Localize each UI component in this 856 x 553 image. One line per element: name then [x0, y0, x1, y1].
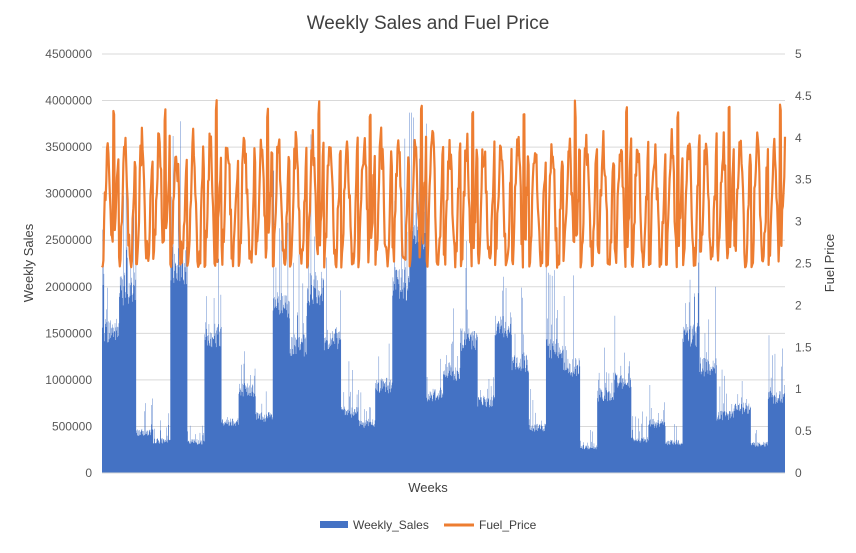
y-left-tick-label: 3000000 [45, 187, 92, 201]
y-right-tick-label: 4 [795, 131, 802, 145]
y-left-tick-label: 2500000 [45, 233, 92, 247]
weekly-sales-bar-series [102, 112, 785, 473]
weekly-sales-bars [102, 112, 785, 473]
y-right-tick-label: 5 [795, 47, 802, 61]
y-left-tick-label: 1000000 [45, 373, 92, 387]
y-right-tick-label: 3 [795, 215, 802, 229]
y-right-tick-label: 1.5 [795, 340, 812, 354]
y-axis-left-ticks: 0 500000 1000000 1500000 2000000 2500000 30000… [45, 47, 92, 480]
y-axis-right-ticks: 0 0.5 1 1.5 2 2.5 3 3.5 4 4.5 5 [795, 47, 812, 480]
y-axis-right-label: Fuel Price [822, 234, 837, 293]
y-right-tick-label: 2 [795, 298, 802, 312]
y-left-tick-label: 4500000 [45, 47, 92, 61]
y-right-tick-label: 1 [795, 382, 802, 396]
legend-swatch-weekly-sales [320, 521, 348, 528]
y-right-tick-label: 0.5 [795, 424, 812, 438]
y-left-tick-label: 4000000 [45, 94, 92, 108]
y-left-tick-label: 1500000 [45, 326, 92, 340]
x-axis-label: Weeks [408, 480, 448, 495]
fuel-price-line-layer [101, 99, 787, 269]
y-right-tick-label: 0 [795, 466, 802, 480]
y-right-tick-label: 2.5 [795, 257, 812, 271]
y-left-tick-label: 0 [85, 466, 92, 480]
y-left-tick-label: 3500000 [45, 140, 92, 154]
chart-title: Weekly Sales and Fuel Price [307, 13, 550, 34]
y-right-tick-label: 4.5 [795, 89, 812, 103]
y-axis-left-label: Weekly Sales [21, 223, 36, 302]
y-left-tick-label: 2000000 [45, 280, 92, 294]
legend: Weekly_Sales Fuel_Price [320, 518, 537, 532]
y-left-tick-label: 500000 [52, 419, 92, 433]
y-right-tick-label: 3.5 [795, 173, 812, 187]
fuel-price-line [101, 99, 787, 269]
legend-label-weekly-sales: Weekly_Sales [353, 518, 429, 532]
legend-label-fuel-price: Fuel_Price [479, 518, 537, 532]
